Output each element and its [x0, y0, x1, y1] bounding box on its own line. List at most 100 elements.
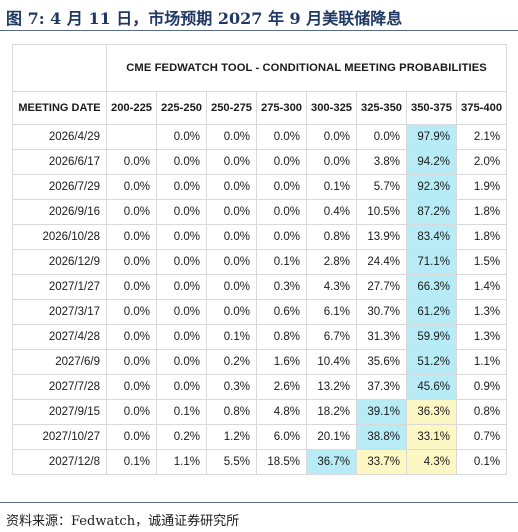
probability-cell: 0.0% — [256, 124, 307, 150]
probability-cell: 36.3% — [406, 399, 457, 425]
probability-cell: 92.3% — [406, 174, 457, 200]
probability-cell: 2.8% — [306, 249, 357, 275]
table-row: 2027/3/17 0.0% 0.0% 0.0% 0.6% 6.1% 30.7% 61.2% 1… — [12, 299, 508, 325]
probability-cell: 0.0% — [106, 424, 157, 450]
table-row: 2026/7/29 0.0% 0.0% 0.0% 0.0% 0.1% 5.7% 92.3% 1.… — [12, 174, 508, 200]
bottom-rule — [0, 502, 518, 503]
probability-cell: 2.6% — [256, 374, 307, 400]
probability-cell: 0.4% — [306, 199, 357, 225]
table-row: 2027/7/28 0.0% 0.0% 0.3% 2.6% 13.2% 37.3% 45.6%… — [12, 374, 508, 400]
probability-cell: 13.2% — [306, 374, 357, 400]
meeting-date-cell: 2027/4/28 — [12, 324, 107, 350]
probability-cell: 1.2% — [206, 424, 257, 450]
meeting-date-cell: 2027/12/8 — [12, 449, 107, 475]
probability-cell: 10.4% — [306, 349, 357, 375]
table-super-header: CME FEDWATCH TOOL - CONDITIONAL MEETING … — [105, 44, 508, 92]
probability-cell: 4.3% — [306, 274, 357, 300]
probability-cell: 0.0% — [256, 199, 307, 225]
source-note: 资料来源：Fedwatch，诚通证券研究所 — [6, 514, 240, 529]
probability-cell: 0.0% — [206, 199, 257, 225]
probability-cell: 31.3% — [356, 324, 407, 350]
probability-cell: 0.0% — [106, 324, 157, 350]
probability-cell: 0.0% — [106, 224, 157, 250]
probability-cell: 45.6% — [406, 374, 457, 400]
probability-cell: 0.8% — [256, 324, 307, 350]
probability-cell: 0.0% — [106, 174, 157, 200]
rate-range-header: 300-325 — [306, 91, 357, 125]
probability-cell: 0.1% — [306, 174, 357, 200]
top-rule — [0, 30, 518, 31]
table-row: 2026/6/17 0.0% 0.0% 0.0% 0.0% 0.0% 3.8% 94.2% 2.… — [12, 149, 508, 175]
probability-cell: 5.5% — [206, 449, 257, 475]
fedwatch-table-container: CME FEDWATCH TOOL - CONDITIONAL MEETING … — [12, 44, 508, 492]
probability-cell: 83.4% — [406, 224, 457, 250]
probability-cell: 0.0% — [156, 274, 207, 300]
probability-cell: 4.8% — [256, 399, 307, 425]
meeting-date-cell: 2026/10/28 — [12, 224, 107, 250]
probability-cell: 66.3% — [406, 274, 457, 300]
probability-cell: 36.7% — [306, 449, 357, 475]
probability-cell: 0.0% — [356, 124, 407, 150]
probability-cell: 0.0% — [156, 374, 207, 400]
probability-cell: 0.3% — [256, 274, 307, 300]
probability-cell: 0.9% — [455, 374, 508, 400]
probability-cell: 33.1% — [406, 424, 457, 450]
meeting-date-cell: 2026/9/16 — [12, 199, 107, 225]
probability-cell: 0.0% — [306, 149, 357, 175]
probability-cell: 0.0% — [206, 299, 257, 325]
probability-cell: 0.0% — [106, 199, 157, 225]
probability-cell: 0.0% — [206, 124, 257, 150]
probability-cell: 35.6% — [356, 349, 407, 375]
probability-cell: 0.0% — [256, 174, 307, 200]
probability-cell: 0.0% — [156, 224, 207, 250]
probability-cell: 0.0% — [106, 399, 157, 425]
table-row: 2027/9/15 0.0% 0.1% 0.8% 4.8% 18.2% 39.1% 36.3%… — [12, 399, 508, 425]
probability-cell: 20.1% — [306, 424, 357, 450]
probability-cell: 0.0% — [256, 149, 307, 175]
probability-cell: 0.0% — [106, 149, 157, 175]
meeting-date-cell: 2026/4/29 — [12, 124, 107, 150]
rate-range-header: 375-400 — [455, 91, 508, 125]
probability-cell: 0.0% — [106, 274, 157, 300]
probability-cell: 0.0% — [106, 299, 157, 325]
meeting-date-cell: 2027/7/28 — [12, 374, 107, 400]
probability-cell: 37.3% — [356, 374, 407, 400]
corner-cell — [12, 44, 107, 92]
probability-cell: 0.3% — [206, 374, 257, 400]
probability-cell: 0.0% — [106, 349, 157, 375]
probability-cell: 6.7% — [306, 324, 357, 350]
rate-range-header: 200-225 — [106, 91, 157, 125]
probability-cell: 0.0% — [156, 299, 207, 325]
probability-cell: 0.0% — [106, 374, 157, 400]
probability-cell: 0.0% — [156, 249, 207, 275]
meeting-date-cell: 2026/6/17 — [12, 149, 107, 175]
fedwatch-probability-table: CME FEDWATCH TOOL - CONDITIONAL MEETING … — [12, 44, 508, 475]
table-row: 2026/10/28 0.0% 0.0% 0.0% 0.0% 0.8% 13.9% 83.4%… — [12, 224, 508, 250]
probability-cell: 0.0% — [206, 174, 257, 200]
probability-cell: 1.3% — [455, 299, 508, 325]
probability-cell: 0.6% — [256, 299, 307, 325]
probability-cell: 1.1% — [156, 449, 207, 475]
probability-cell: 0.0% — [306, 124, 357, 150]
meeting-date-cell: 2026/7/29 — [12, 174, 107, 200]
meeting-date-cell: 2027/3/17 — [12, 299, 107, 325]
table-row: 2027/4/28 0.0% 0.0% 0.1% 0.8% 6.7% 31.3% 59.9% 1… — [12, 324, 508, 350]
meeting-date-cell: 2027/9/15 — [12, 399, 107, 425]
rate-range-header: 275-300 — [256, 91, 307, 125]
probability-cell: 4.3% — [406, 449, 457, 475]
probability-cell: 61.2% — [406, 299, 457, 325]
probability-cell: 30.7% — [356, 299, 407, 325]
probability-cell: 13.9% — [356, 224, 407, 250]
table-row: 2027/1/27 0.0% 0.0% 0.0% 0.3% 4.3% 27.7% 66.3% 1… — [12, 274, 508, 300]
probability-cell: 1.8% — [455, 224, 508, 250]
probability-cell: 0.2% — [156, 424, 207, 450]
probability-cell: 0.1% — [156, 399, 207, 425]
rate-range-header: 325-350 — [356, 91, 407, 125]
probability-cell: 0.0% — [206, 224, 257, 250]
probability-cell: 1.9% — [455, 174, 508, 200]
probability-cell: 0.0% — [256, 224, 307, 250]
probability-cell: 0.0% — [156, 124, 207, 150]
table-row: 2027/6/9 0.0% 0.0% 0.2% 1.6% 10.4% 35.6% 51.2% 1… — [12, 349, 508, 375]
probability-cell: 0.8% — [206, 399, 257, 425]
probability-cell: 0.0% — [206, 274, 257, 300]
